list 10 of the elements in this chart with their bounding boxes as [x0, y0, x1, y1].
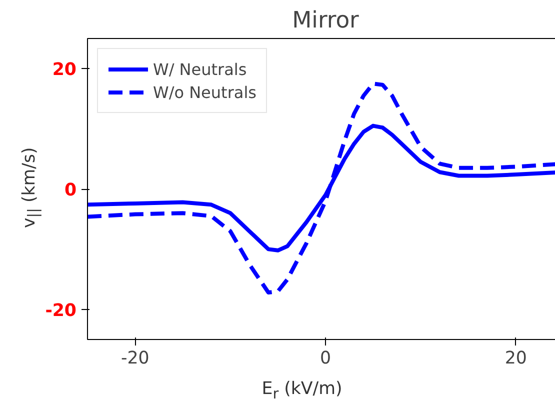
- y-tick-label: 20: [52, 60, 77, 80]
- y-tick-label: 0: [64, 180, 77, 200]
- x-tick-label: -20: [120, 348, 150, 368]
- x-tick-label: 20: [504, 348, 527, 368]
- x-tick-label: 0: [320, 348, 332, 368]
- x-axis-title: E$_{r}$ (kV/m): [262, 379, 342, 400]
- chart-title: Mirror: [292, 8, 360, 34]
- legend-label: W/ Neutrals: [153, 60, 247, 78]
- y-tick-label: -20: [45, 300, 77, 321]
- legend-label: W/o Neutrals: [153, 82, 256, 102]
